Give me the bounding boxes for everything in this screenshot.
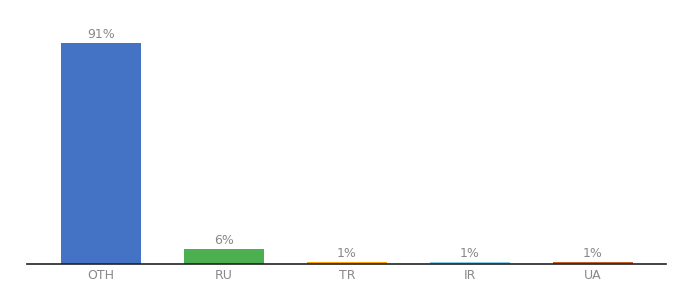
Bar: [430, 262, 510, 264]
Text: 91%: 91%: [87, 28, 115, 41]
Text: 1%: 1%: [583, 247, 602, 260]
Bar: [307, 262, 387, 264]
Text: 1%: 1%: [460, 247, 479, 260]
Bar: [184, 249, 264, 264]
Text: 1%: 1%: [337, 247, 357, 260]
Text: 6%: 6%: [214, 235, 234, 248]
Bar: [61, 43, 141, 264]
Bar: [553, 262, 632, 264]
